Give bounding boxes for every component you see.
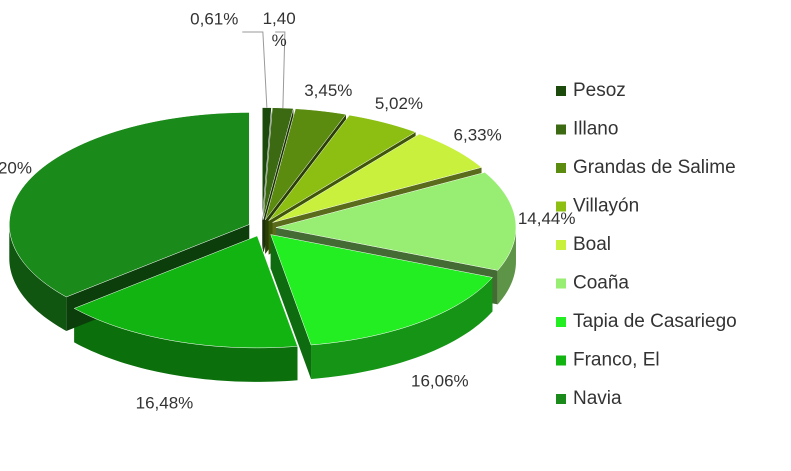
slice-side: [497, 227, 516, 305]
data-label: 16,06%: [411, 371, 469, 390]
leader-line: [242, 31, 268, 108]
slice: [272, 133, 483, 223]
data-label-line: %: [272, 31, 287, 50]
slice: [265, 108, 347, 220]
slice-wall: [270, 234, 312, 379]
slice: [73, 235, 298, 349]
slice: [268, 114, 417, 221]
slice: [262, 107, 294, 220]
legend-swatch: [556, 240, 566, 250]
legend-swatch: [556, 278, 566, 289]
legend-swatch: [556, 317, 566, 327]
data-label: 5,02%: [375, 94, 423, 113]
data-label: 16,48%: [136, 394, 194, 413]
legend-swatch: [556, 124, 566, 135]
pie-tops: 0,61% 1,40 % 3,45% 5,02% 6,33% 14,44% 16,06% 16,…: [0, 9, 576, 412]
data-label: 14,44%: [518, 209, 576, 228]
slice: [275, 172, 517, 271]
data-label-line: 1,40: [263, 9, 296, 28]
data-label: 6,33%: [454, 126, 502, 145]
legend-swatch: [556, 86, 566, 96]
legend-label: Boal: [573, 234, 611, 255]
legend-label: Navia: [573, 388, 622, 409]
data-label: 3,45%: [304, 81, 352, 100]
legend-label: Villayón: [573, 196, 639, 217]
slice-side: [311, 277, 493, 379]
legend-swatch: [556, 201, 566, 212]
legend-label: Grandas de Salime: [573, 157, 736, 178]
slice-side: [74, 308, 298, 382]
legend-label: Pesoz: [573, 80, 626, 101]
legend-swatch: [556, 163, 566, 173]
leader-line: [275, 31, 286, 109]
slice: [9, 112, 250, 298]
legend-label: Franco, El: [573, 350, 660, 371]
data-label: 1,40%: [263, 9, 296, 50]
legend-swatch: [556, 394, 566, 404]
data-label: 36,20%: [0, 158, 32, 177]
slice: [270, 234, 493, 346]
legend-label: Tapia de Casariego: [573, 311, 737, 332]
legend-label: Illano: [573, 119, 618, 140]
legend-swatch: [556, 355, 566, 366]
legend-label: Coaña: [573, 273, 629, 294]
data-label: 0,61%: [190, 9, 238, 28]
